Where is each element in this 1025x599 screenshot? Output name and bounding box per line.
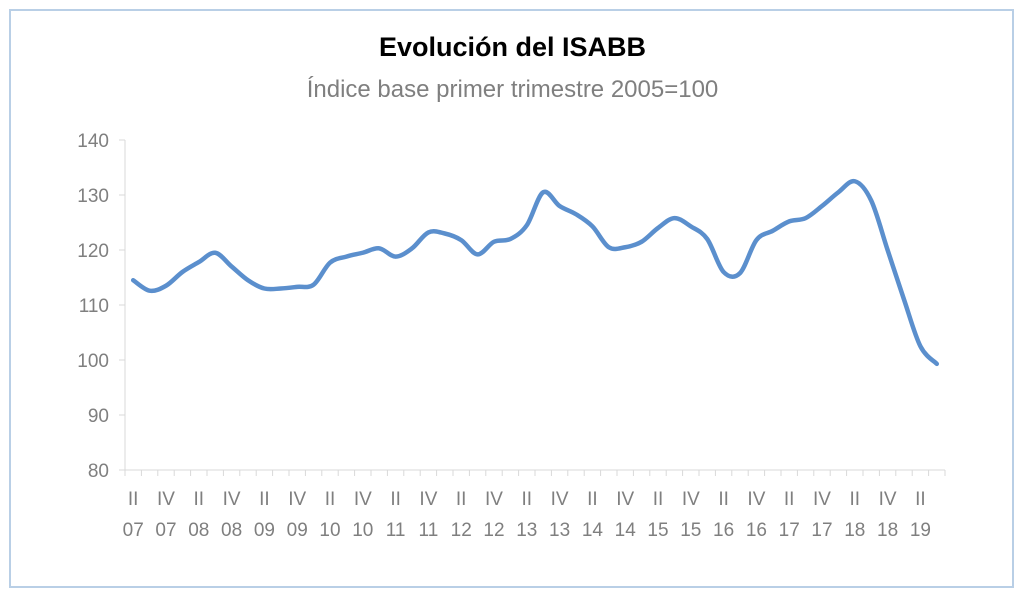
x-tick-label-year: 13 [549, 520, 570, 541]
x-tick-label-quarter: IV [879, 489, 897, 510]
x-tick-label-quarter: II [784, 489, 795, 510]
x-tick-label-year: 11 [386, 520, 406, 541]
x-tick-label-year: 10 [352, 520, 373, 541]
x-tick-label-quarter: IV [551, 489, 569, 510]
y-tick-label: 130 [77, 186, 109, 207]
y-tick-label: 80 [88, 461, 109, 482]
y-tick-label: 90 [88, 406, 109, 427]
x-tick-label-quarter: II [259, 489, 270, 510]
x-tick-label-quarter: II [653, 489, 664, 510]
x-tick-label-quarter: IV [485, 489, 503, 510]
x-tick-label-quarter: IV [223, 489, 241, 510]
x-tick-label-quarter: II [325, 489, 336, 510]
x-tick-label-year: 15 [680, 520, 701, 541]
x-tick-label-quarter: IV [288, 489, 306, 510]
x-tick-label-quarter: II [850, 489, 861, 510]
x-tick-label-quarter: II [194, 489, 205, 510]
x-tick-label-year: 14 [582, 520, 604, 541]
x-tick-label-year: 09 [254, 520, 275, 541]
x-tick-label-quarter: IV [354, 489, 372, 510]
x-tick-label-year: 16 [746, 520, 767, 541]
x-tick-label-year: 17 [779, 520, 800, 541]
chart-subtitle: Índice base primer trimestre 2005=100 [306, 76, 719, 103]
x-tick-label-quarter: II [718, 489, 729, 510]
x-tick-label-year: 10 [319, 520, 340, 541]
x-tick-label-quarter: II [587, 489, 598, 510]
x-tick-label-year: 13 [516, 520, 537, 541]
y-tick-label: 120 [77, 241, 109, 262]
x-tick-label-quarter: IV [157, 489, 175, 510]
x-tick-label-year: 12 [451, 520, 472, 541]
x-tick-label-year: 08 [188, 520, 209, 541]
x-tick-label-quarter: II [522, 489, 533, 510]
x-tick-label-year: 19 [910, 520, 931, 541]
x-tick-label-quarter: IV [419, 489, 437, 510]
x-tick-label-quarter: II [915, 489, 926, 510]
x-tick-label-year: 11 [419, 520, 439, 541]
x-tick-label-year: 14 [615, 520, 637, 541]
x-tick-label-year: 18 [844, 520, 865, 541]
x-tick-label-year: 07 [123, 520, 144, 541]
y-tick-label: 110 [79, 296, 109, 317]
x-tick-label-year: 09 [287, 520, 308, 541]
x-tick-label-year: 18 [877, 520, 898, 541]
x-tick-label-year: 12 [483, 520, 504, 541]
axes: 80 90 100 110 120 130 140 II 07 IV 07 II 08 IV 08 II 09 I… [77, 131, 946, 541]
x-tick-label-quarter: II [390, 489, 401, 510]
x-tick-label-year: 16 [713, 520, 734, 541]
x-tick-label-quarter: II [128, 489, 139, 510]
x-tick-label-year: 07 [155, 520, 176, 541]
y-tick-label: 140 [77, 131, 109, 152]
series-line [130, 178, 940, 367]
x-tick-label-year: 15 [647, 520, 668, 541]
x-tick-label-quarter: IV [813, 489, 831, 510]
x-tick-label-year: 08 [221, 520, 242, 541]
x-tick-label-quarter: II [456, 489, 467, 510]
series-layer [130, 178, 940, 367]
y-tick-label: 100 [77, 351, 109, 372]
x-tick-label-quarter: IV [616, 489, 634, 510]
x-tick-label-quarter: IV [682, 489, 700, 510]
chart-title: Evolución del ISABB [378, 32, 647, 62]
chart-frame [9, 9, 1014, 588]
x-tick-label-year: 17 [811, 520, 832, 541]
x-tick-label-quarter: IV [747, 489, 765, 510]
